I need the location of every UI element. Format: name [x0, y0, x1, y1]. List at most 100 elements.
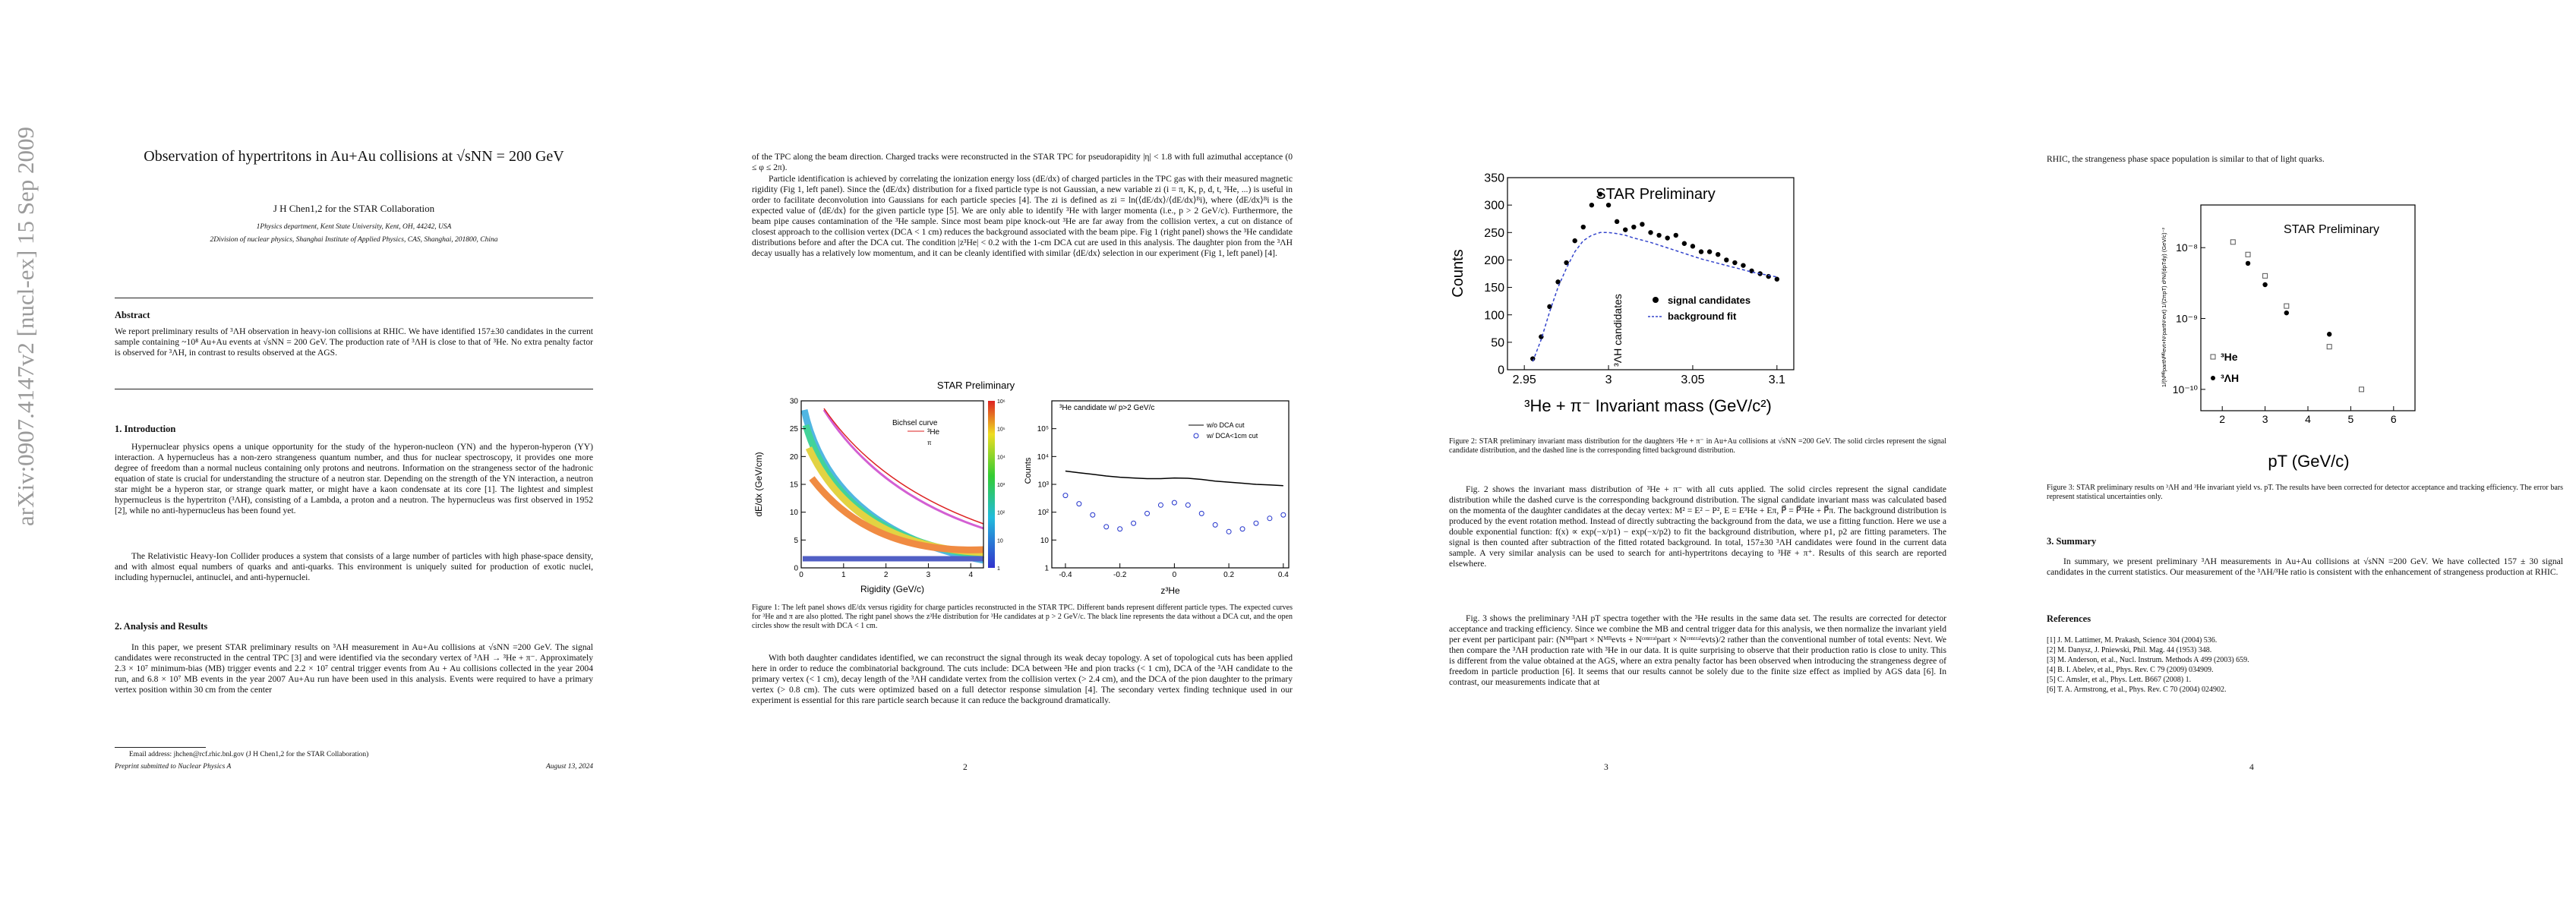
figure: STAR Preliminary Counts ³He + π⁻ Invaria… — [1450, 172, 1795, 415]
journal: Preprint submitted to Nuclear Physics A — [115, 763, 232, 771]
legend-label: ³He — [2221, 351, 2238, 363]
reference: [4] B. I. Abelev, et al., Phys. Rev. C 7… — [2047, 666, 2214, 674]
panel-title: ³He candidate w/ p>2 GeV/c — [1059, 404, 1154, 412]
figure-title: STAR Preliminary — [937, 380, 1015, 391]
figure-title: STAR Preliminary — [1596, 186, 1715, 203]
legend-label: π — [927, 440, 932, 446]
paragraph: of the TPC along the beam direction. Cha… — [752, 152, 1293, 172]
data-point — [1076, 501, 1082, 507]
figure: STAR Preliminary Bichsel curve ³He π Rig… — [753, 380, 1290, 596]
data-point — [1198, 510, 1204, 516]
data-point — [1564, 260, 1569, 266]
author: J H Chen1,2 for the STAR Collaboration — [273, 203, 435, 214]
paragraph: Hypernuclear physics opens a unique oppo… — [115, 442, 593, 515]
paragraph: Fig. 2 shows the invariant mass distribu… — [1449, 484, 1946, 569]
legend-label: ³He — [927, 428, 940, 437]
data-point — [1212, 522, 1218, 528]
figure-title: STAR Preliminary — [2284, 223, 2379, 236]
y-tick-label: 300 — [1484, 200, 1504, 213]
data-point — [1673, 232, 1678, 238]
data-point — [1665, 235, 1670, 241]
y-tick-label: 20 — [790, 453, 799, 462]
x-tick-label: 4 — [968, 571, 973, 579]
heading: Abstract — [115, 310, 150, 320]
legend-marker — [2210, 354, 2216, 360]
reference: [2] M. Danysz, J. Pniewski, Phil. Mag. 4… — [2047, 646, 2212, 654]
title: Observation of hypertritons in Au+Au col… — [144, 148, 564, 165]
x-tick-label: 0 — [799, 571, 803, 579]
data-point — [1253, 520, 1259, 526]
data-point — [1631, 224, 1637, 230]
legend-marker — [1193, 433, 1199, 439]
data-point — [1131, 520, 1137, 526]
x-tick-label: -0.2 — [1113, 571, 1127, 579]
y-tick-label: 10⁻¹⁰ — [2173, 383, 2199, 396]
x-tick-label: 1 — [841, 571, 846, 579]
data-point — [1572, 238, 1577, 244]
x-tick-label: 2.95 — [1513, 374, 1536, 386]
x-tick-label: 3.05 — [1681, 374, 1704, 386]
paragraph: RHIC, the strangeness phase space popula… — [2047, 154, 2325, 164]
data-point — [2284, 303, 2290, 309]
x-label: pT (GeV/c) — [2268, 452, 2349, 471]
data-point — [2359, 386, 2364, 392]
data-point — [1656, 232, 1662, 238]
data-point — [1766, 273, 1771, 279]
data-point — [1185, 502, 1191, 508]
date: August 13, 2024 — [545, 763, 593, 771]
y-label: Counts — [1450, 249, 1466, 297]
y-tick-label: 10⁵ — [1037, 425, 1049, 433]
data-point — [1580, 224, 1586, 230]
caption: Figure 3: STAR preliminary results on ³Λ… — [2047, 484, 2563, 501]
data-point — [1732, 260, 1738, 266]
footnote: Email address: jhchen@rcf.rhic.bnl.gov (… — [129, 751, 369, 758]
x-tick-label: 0 — [1173, 571, 1177, 579]
page-number: 4 — [2249, 762, 2254, 772]
x-tick-label: 2 — [884, 571, 889, 579]
reference: [5] C. Amsler, et al., Phys. Lett. B667 … — [2047, 676, 2192, 684]
heading: 2. Analysis and Results — [115, 621, 208, 632]
reference: [6] T. A. Armstrong, et al., Phys. Rev. … — [2047, 686, 2227, 694]
data-point — [2262, 282, 2268, 288]
data-point — [2262, 273, 2268, 279]
data-point — [1681, 241, 1687, 246]
paragraph: In summary, we present preliminary ³ΛH m… — [2047, 556, 2563, 577]
y-tick-label: 0 — [794, 565, 798, 573]
paragraph: Fig. 3 shows the preliminary ³ΛH pT spec… — [1449, 613, 1946, 687]
reference: [1] J. M. Lattimer, M. Prakash, Science … — [2047, 636, 2218, 645]
affiliation: 2Division of nuclear physics, Shanghai I… — [210, 236, 498, 244]
rule — [115, 747, 206, 748]
colorbar-label: 10 — [997, 538, 1003, 544]
data-point — [1239, 526, 1245, 532]
legend-marker — [2211, 376, 2215, 380]
y-tick-label: 10⁻⁹ — [2176, 312, 2198, 324]
data-point — [1226, 528, 1232, 534]
data-point — [2245, 251, 2251, 257]
data-point — [2284, 310, 2289, 316]
data-point — [1640, 222, 1645, 227]
heading: References — [2047, 613, 2091, 624]
annotation: ³ΛH candidates — [1612, 294, 1624, 367]
figure: STAR Preliminary 1/(NᴹᴮpartNᴹᴮevt+Nᶜpart… — [2161, 204, 2416, 471]
sidebar: arXiv:0907.4147v2 [nucl-ex] 15 Sep 2009 — [12, 127, 39, 526]
x-tick-label: 3 — [1605, 374, 1612, 386]
legend-label: w/ DCA<1cm cut — [1206, 432, 1258, 440]
page-number: 3 — [1604, 762, 1608, 772]
data-point — [1716, 252, 1721, 257]
y-tick-label: 250 — [1484, 227, 1504, 240]
x-tick-label: 3 — [927, 571, 931, 579]
y-tick-label: 1 — [1044, 565, 1049, 573]
x-tick-label: 5 — [2348, 413, 2354, 425]
colorbar-label: 10² — [997, 511, 1005, 516]
x-tick-label: 3.1 — [1769, 374, 1785, 386]
colorbar-label: 1 — [997, 566, 1000, 572]
paragraph: In this paper, we present STAR prelimina… — [115, 642, 593, 695]
x-tick-label: 0.4 — [1278, 571, 1289, 579]
colorbar — [988, 401, 995, 568]
legend-label: w/o DCA cut — [1206, 421, 1245, 429]
arxiv-id: arXiv:0907.4147v2 [nucl-ex] 15 Sep 2009 — [12, 127, 39, 526]
bichsel-curve — [823, 408, 984, 525]
paragraph: With both daughter candidates identified… — [752, 653, 1293, 705]
data-point — [1698, 249, 1704, 254]
